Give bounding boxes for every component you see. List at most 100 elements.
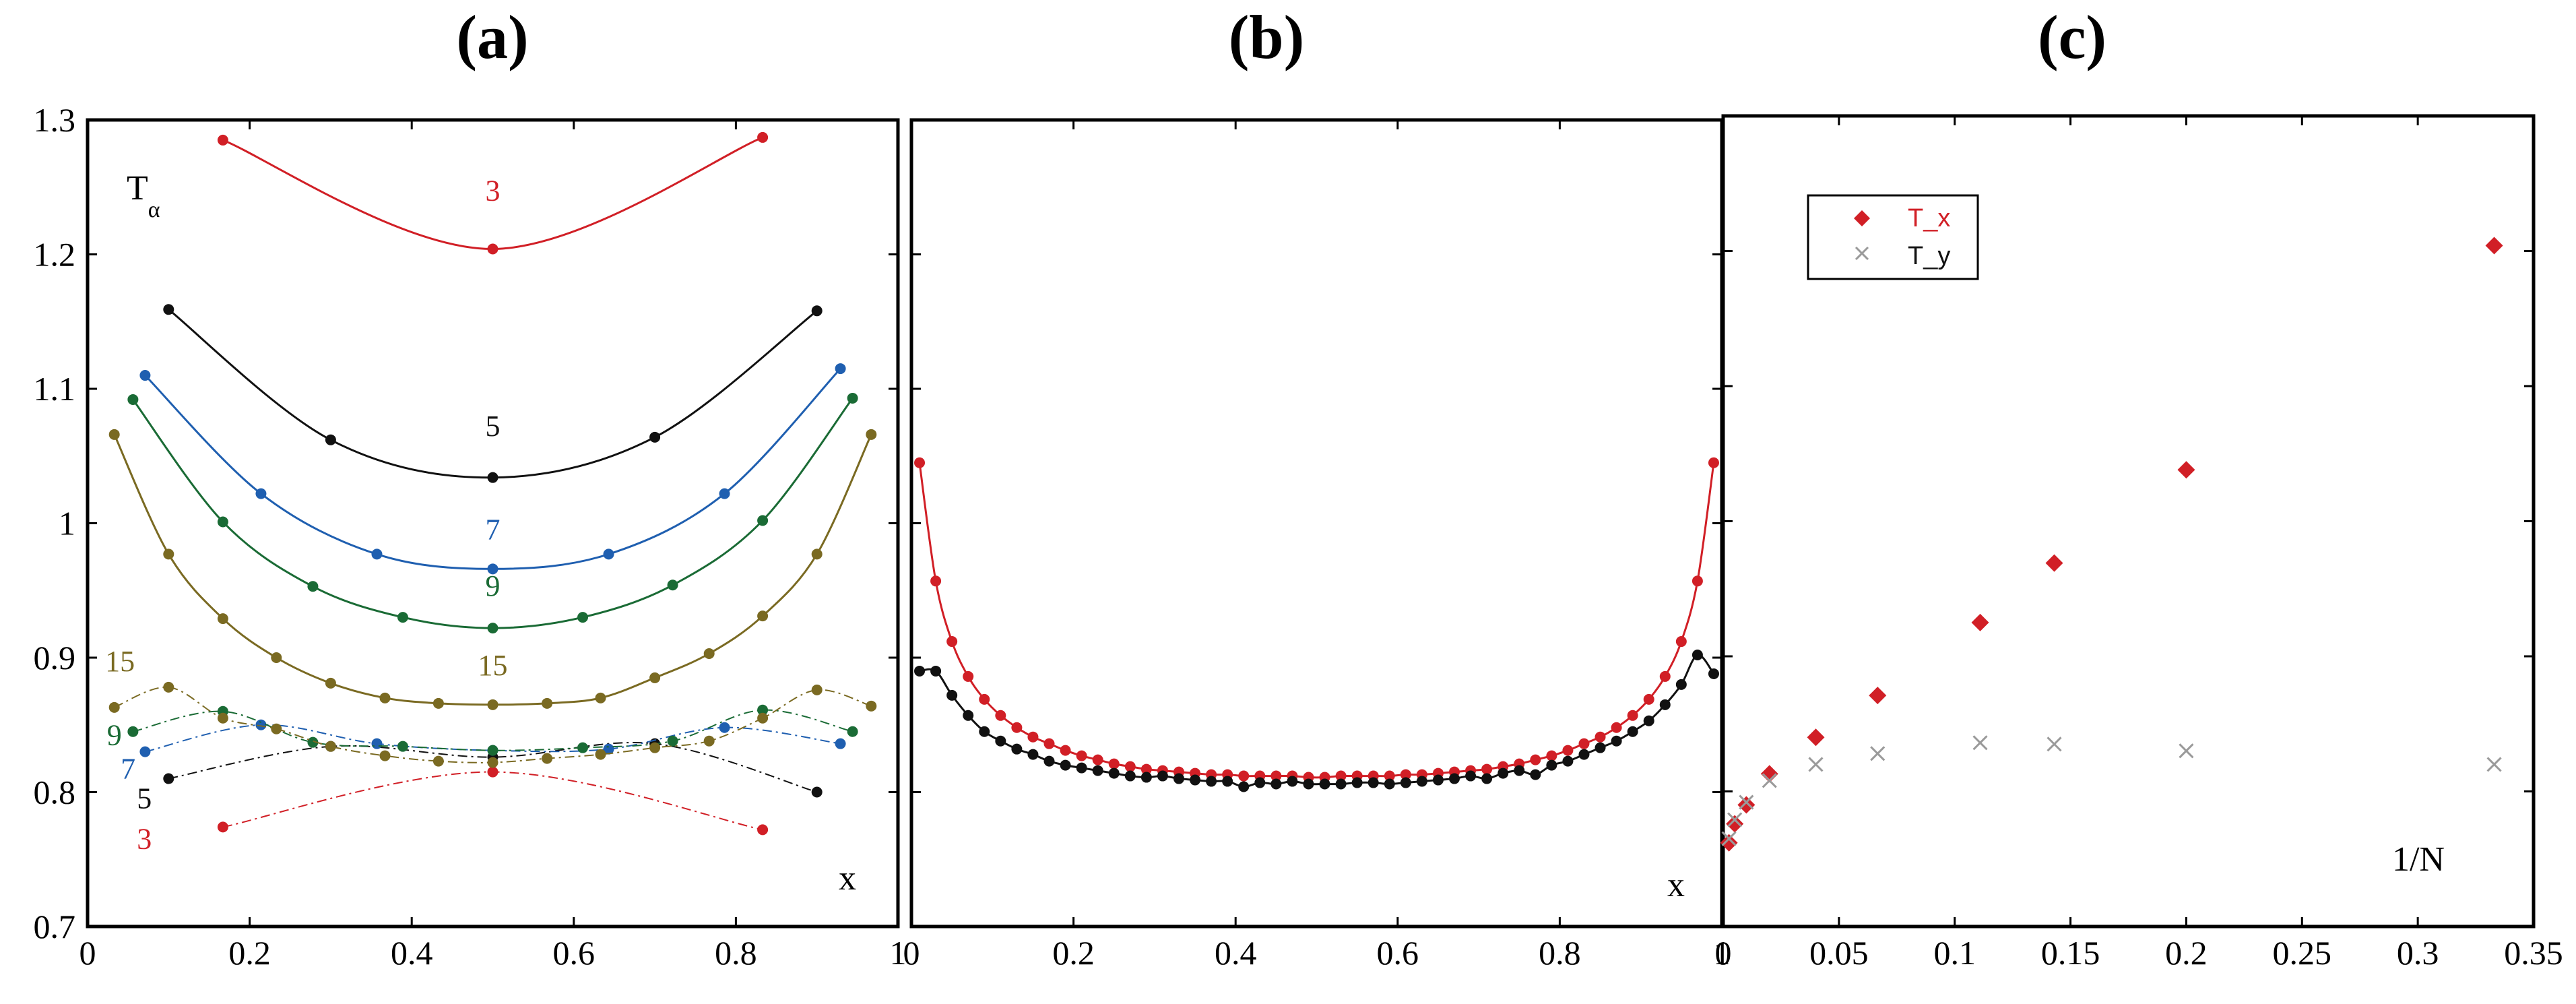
data-point bbox=[487, 472, 498, 483]
data-point bbox=[835, 363, 846, 375]
data-point bbox=[595, 692, 606, 703]
data-point-ty bbox=[1727, 812, 1743, 827]
data-point bbox=[667, 735, 678, 747]
ytick-label: 0.7 bbox=[34, 908, 76, 945]
data-point bbox=[979, 726, 990, 737]
data-point bbox=[487, 623, 498, 634]
data-point bbox=[542, 697, 553, 709]
data-point bbox=[397, 612, 408, 623]
xtick-label: 0.2 bbox=[1052, 934, 1095, 972]
data-point-tx bbox=[1737, 796, 1756, 814]
data-point bbox=[667, 579, 678, 591]
data-point bbox=[1335, 770, 1347, 782]
data-point bbox=[163, 773, 174, 784]
data-point-ty bbox=[2486, 757, 2502, 772]
panel-c-title: (c) bbox=[2038, 3, 2106, 71]
data-point-ty bbox=[1808, 757, 1824, 772]
data-point bbox=[487, 243, 498, 255]
data-point bbox=[255, 719, 267, 730]
ytick-label: 1.2 bbox=[34, 236, 76, 274]
data-point-tx bbox=[1726, 815, 1744, 833]
data-point bbox=[1190, 774, 1201, 786]
panel-a-xlabel: x bbox=[839, 859, 856, 898]
data-point-tx bbox=[1869, 687, 1887, 705]
data-point-ty bbox=[1972, 735, 1988, 751]
panel-a-ylabel: Tα bbox=[127, 169, 160, 222]
data-point bbox=[1027, 749, 1039, 760]
data-point bbox=[995, 735, 1006, 747]
curve-label: 15 bbox=[478, 649, 508, 682]
data-point bbox=[127, 726, 139, 737]
series-line bbox=[133, 709, 853, 751]
data-point bbox=[1611, 735, 1622, 747]
data-point-tx bbox=[2177, 461, 2195, 479]
data-point bbox=[1643, 693, 1654, 705]
data-point bbox=[487, 699, 498, 710]
data-point bbox=[963, 670, 974, 682]
data-point bbox=[487, 563, 498, 575]
data-point bbox=[757, 712, 769, 724]
data-point bbox=[1222, 776, 1233, 787]
data-point bbox=[163, 681, 174, 693]
data-point bbox=[1481, 763, 1493, 775]
xtick-label: 1 bbox=[890, 934, 907, 972]
ytick-label: 0.8 bbox=[34, 774, 76, 811]
data-point bbox=[379, 750, 391, 761]
data-point bbox=[1092, 754, 1103, 765]
data-point bbox=[1027, 731, 1039, 743]
data-point bbox=[217, 134, 228, 146]
panel-b-ticks: 0 0.2 0.4 0.6 0.8 1 bbox=[903, 119, 1731, 972]
data-point bbox=[1011, 722, 1023, 733]
data-point bbox=[379, 692, 391, 703]
curve-label: 15 bbox=[105, 645, 135, 678]
data-point bbox=[649, 672, 661, 683]
data-point bbox=[325, 434, 336, 445]
data-point-ty bbox=[2179, 743, 2194, 759]
data-point bbox=[217, 516, 228, 528]
data-point-tx bbox=[1760, 765, 1778, 783]
data-point bbox=[1578, 738, 1590, 749]
data-point bbox=[1157, 770, 1168, 782]
data-point bbox=[1108, 767, 1120, 779]
xtick-label: 0.15 bbox=[2041, 934, 2100, 972]
xtick-label: 0.8 bbox=[715, 934, 757, 972]
data-point bbox=[1562, 745, 1574, 756]
panel-b-title: (b) bbox=[1229, 3, 1304, 71]
data-point bbox=[1270, 770, 1282, 782]
data-point bbox=[1319, 778, 1330, 790]
data-point bbox=[1449, 773, 1460, 784]
data-point bbox=[1335, 778, 1347, 790]
data-point bbox=[946, 636, 958, 648]
panel-c-ticks: 0 0.05 0.1 0.15 0.2 0.25 0.3 0.35 bbox=[1715, 115, 2563, 972]
data-point-ty bbox=[2047, 736, 2062, 752]
data-point bbox=[325, 677, 336, 689]
data-point bbox=[1124, 761, 1136, 772]
data-point bbox=[719, 722, 730, 733]
data-point bbox=[757, 515, 769, 526]
curve-label: 5 bbox=[486, 410, 501, 443]
data-point bbox=[1562, 755, 1574, 767]
data-point bbox=[1611, 722, 1622, 733]
data-point bbox=[1303, 778, 1314, 790]
data-point-tx bbox=[1807, 728, 1825, 747]
panel-a-ticks: 0 0.2 0.4 0.6 0.8 1 0.7 0.8 0.9 1 1.1 1.2 1.3 bbox=[34, 101, 907, 972]
data-point bbox=[847, 392, 858, 404]
data-point bbox=[1092, 765, 1103, 776]
data-point bbox=[979, 693, 990, 705]
data-point bbox=[946, 689, 958, 701]
data-point bbox=[163, 304, 174, 315]
data-point bbox=[1692, 575, 1703, 587]
series-line bbox=[918, 462, 1715, 779]
data-point bbox=[487, 766, 498, 778]
curve-label: 7 bbox=[121, 753, 135, 786]
data-point bbox=[914, 457, 926, 468]
data-point bbox=[847, 726, 858, 737]
data-point bbox=[811, 684, 823, 695]
data-point bbox=[163, 548, 174, 560]
data-point bbox=[811, 548, 823, 560]
data-point bbox=[371, 548, 383, 560]
data-point bbox=[963, 710, 974, 721]
curve-label: 9 bbox=[486, 569, 501, 602]
data-point bbox=[1043, 755, 1055, 767]
data-point bbox=[577, 612, 589, 623]
